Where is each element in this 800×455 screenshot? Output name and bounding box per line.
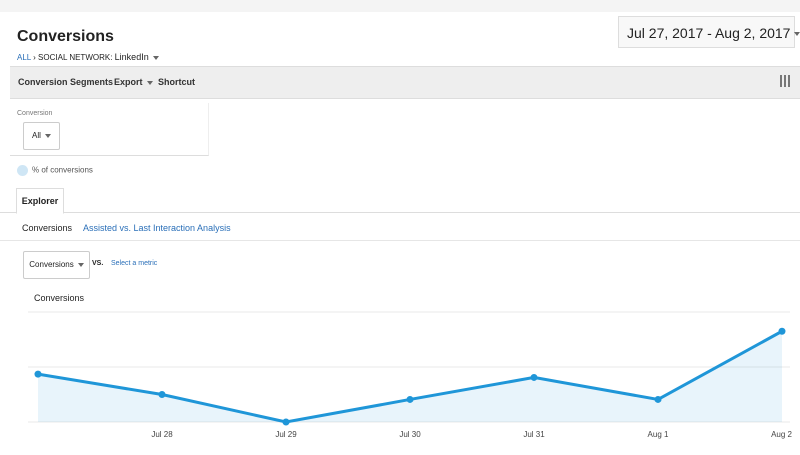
filter-dropdown[interactable]: All <box>23 122 60 150</box>
filter-panel: Conversion All <box>10 103 209 156</box>
point <box>530 373 538 381</box>
filter-value: All <box>32 131 41 140</box>
button-text: Export <box>114 77 143 87</box>
legend-item: % of conversions <box>17 165 93 176</box>
grid-icon[interactable] <box>780 75 792 87</box>
point <box>406 395 414 403</box>
crumb: SOCIAL NETWORK: <box>38 53 113 62</box>
top-strip <box>0 0 800 12</box>
point <box>34 370 42 378</box>
filter-label: Conversion <box>17 110 53 117</box>
area <box>38 331 782 422</box>
x-tick-label: Jul 31 <box>523 430 545 439</box>
toolbar: Conversion Segments Export Shortcut <box>10 66 800 99</box>
x-tick-label: Jul 29 <box>275 430 297 439</box>
metric-text: Conversions <box>29 260 74 269</box>
tab-rule <box>0 212 800 213</box>
point <box>158 391 166 398</box>
x-tick-label: Aug 1 <box>648 430 669 439</box>
point <box>282 418 290 426</box>
date-range[interactable]: Jul 27, 2017 - Aug 2, 2017 <box>618 16 800 48</box>
subtab[interactable]: Assisted vs. Last Interaction Analysis <box>83 223 231 233</box>
chart-legend: Conversions <box>34 293 85 303</box>
crumb[interactable]: LinkedIn <box>114 52 149 62</box>
date-text: Jul 27, 2017 - Aug 2, 2017 <box>627 25 791 41</box>
point <box>654 395 662 403</box>
metric-link[interactable]: Select a metric <box>111 260 158 267</box>
point <box>778 327 786 335</box>
toolbar-button[interactable]: Conversion Segments <box>18 77 114 87</box>
toolbar-button[interactable]: Shortcut <box>158 77 195 87</box>
x-tick-label: Jul 28 <box>151 430 173 439</box>
breadcrumb: ALL › SOCIAL NETWORK: LinkedIn <box>17 52 159 62</box>
subtab[interactable]: Conversions <box>22 223 73 233</box>
legend-text: % of conversions <box>32 165 93 175</box>
tab[interactable]: Explorer <box>16 188 64 214</box>
crumb[interactable]: ALL <box>17 53 31 62</box>
toolbar-button[interactable]: Export <box>114 77 153 87</box>
metric-dropdown[interactable]: Conversions <box>23 251 90 279</box>
x-tick-label: Jul 30 <box>399 430 421 439</box>
rule <box>0 240 800 241</box>
page-title: Conversions <box>17 28 114 45</box>
x-tick-label: Aug 2 <box>771 430 792 439</box>
vs-label: VS. <box>92 260 104 267</box>
